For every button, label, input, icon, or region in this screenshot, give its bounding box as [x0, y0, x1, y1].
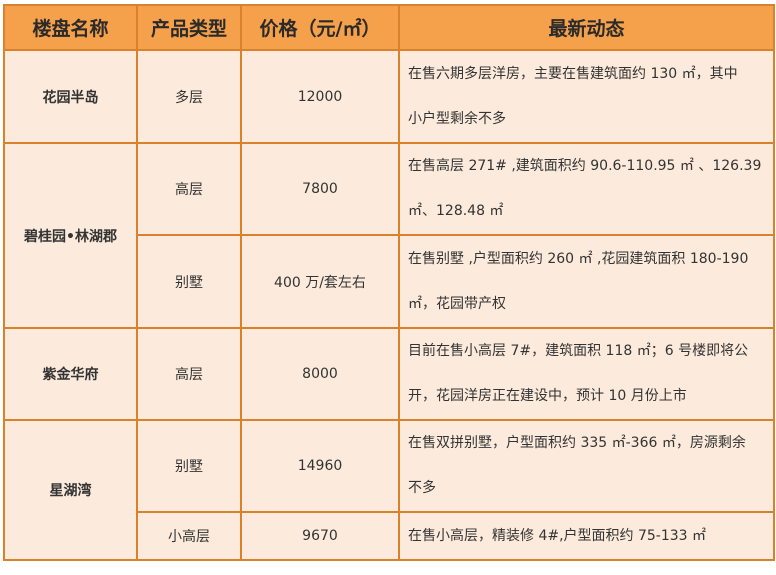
header-latest-news: 最新动态	[398, 4, 775, 51]
price: 400 万/套左右	[240, 234, 400, 329]
latest-news: 在售双拼别墅，户型面积约 335 ㎡-366 ㎡，房源剩余 不多	[398, 419, 775, 513]
product-type: 高层	[136, 327, 242, 421]
news-line: ㎡、128.48 ㎡	[408, 203, 504, 219]
project-name: 紫金华府	[3, 327, 138, 421]
price: 9670	[240, 511, 400, 561]
header-product-type: 产品类型	[136, 4, 242, 51]
table-row: 紫金华府 高层 8000 目前在售小高层 7#，建筑面积 118 ㎡；6 号楼即…	[3, 327, 775, 421]
product-type: 多层	[136, 49, 242, 144]
latest-news: 在售小高层，精装修 4#,户型面积约 75-133 ㎡	[398, 511, 775, 561]
price: 12000	[240, 49, 400, 144]
product-type: 别墅	[136, 419, 242, 513]
table-row: 碧桂园•林湖郡 高层 7800 在售高层 271# ,建筑面积约 90.6-11…	[3, 142, 775, 329]
table-row: 花园半岛 多层 12000 在售六期多层洋房，主要在售建筑面约 130 ㎡，其中…	[3, 49, 775, 144]
table-row: 别墅 400 万/套左右 在售别墅 ,户型面积约 260 ㎡ ,花园建筑面积 1…	[4, 234, 775, 329]
news-line: 小户型剩余不多	[408, 110, 506, 127]
news-line: 在售六期多层洋房，主要在售建筑面约 130 ㎡，其中	[408, 65, 738, 82]
product-type: 高层	[136, 142, 242, 236]
product-type: 别墅	[136, 234, 242, 329]
project-name: 碧桂园•林湖郡	[3, 142, 138, 329]
property-table: 楼盘名称 产品类型 价格（元/㎡） 最新动态 花园半岛 多层 12000 在售六…	[3, 4, 775, 561]
table-row: 小高层 9670 在售小高层，精装修 4#,户型面积约 75-133 ㎡	[4, 511, 775, 561]
project-name: 花园半岛	[3, 49, 138, 144]
news-line: 在售别墅 ,户型面积约 260 ㎡ ,花园建筑面积 180-190	[408, 250, 749, 267]
project-name: 星湖湾	[3, 419, 138, 561]
header-price: 价格（元/㎡）	[240, 4, 400, 51]
news-line: 在售小高层，精装修 4#,户型面积约 75-133 ㎡	[408, 528, 707, 544]
news-line: 在售双拼别墅，户型面积约 335 ㎡-366 ㎡，房源剩余	[408, 435, 746, 451]
latest-news: 在售高层 271# ,建筑面积约 90.6-110.95 ㎡ 、126.39 ㎡…	[398, 142, 775, 236]
latest-news: 目前在售小高层 7#，建筑面积 118 ㎡；6 号楼即将公 开，花园洋房正在建设…	[398, 327, 775, 421]
news-line: 在售高层 271# ,建筑面积约 90.6-110.95 ㎡ 、126.39	[408, 158, 762, 174]
news-line: 不多	[408, 480, 436, 496]
latest-news: 在售别墅 ,户型面积约 260 ㎡ ,花园建筑面积 180-190 ㎡，花园带产…	[398, 234, 775, 329]
news-line: ㎡，花园带产权	[408, 295, 506, 312]
price: 14960	[240, 419, 400, 513]
table-row: 星湖湾 别墅 14960 在售双拼别墅，户型面积约 335 ㎡-366 ㎡，房源…	[3, 419, 775, 561]
product-type: 小高层	[136, 511, 242, 561]
header-project-name: 楼盘名称	[3, 4, 138, 51]
latest-news: 在售六期多层洋房，主要在售建筑面约 130 ㎡，其中 小户型剩余不多	[398, 49, 775, 144]
news-line: 目前在售小高层 7#，建筑面积 118 ㎡；6 号楼即将公	[408, 343, 749, 359]
price: 7800	[240, 142, 400, 236]
news-line: 开，花园洋房正在建设中，预计 10 月份上市	[408, 388, 687, 404]
header-row: 楼盘名称 产品类型 价格（元/㎡） 最新动态	[3, 4, 775, 51]
price: 8000	[240, 327, 400, 421]
